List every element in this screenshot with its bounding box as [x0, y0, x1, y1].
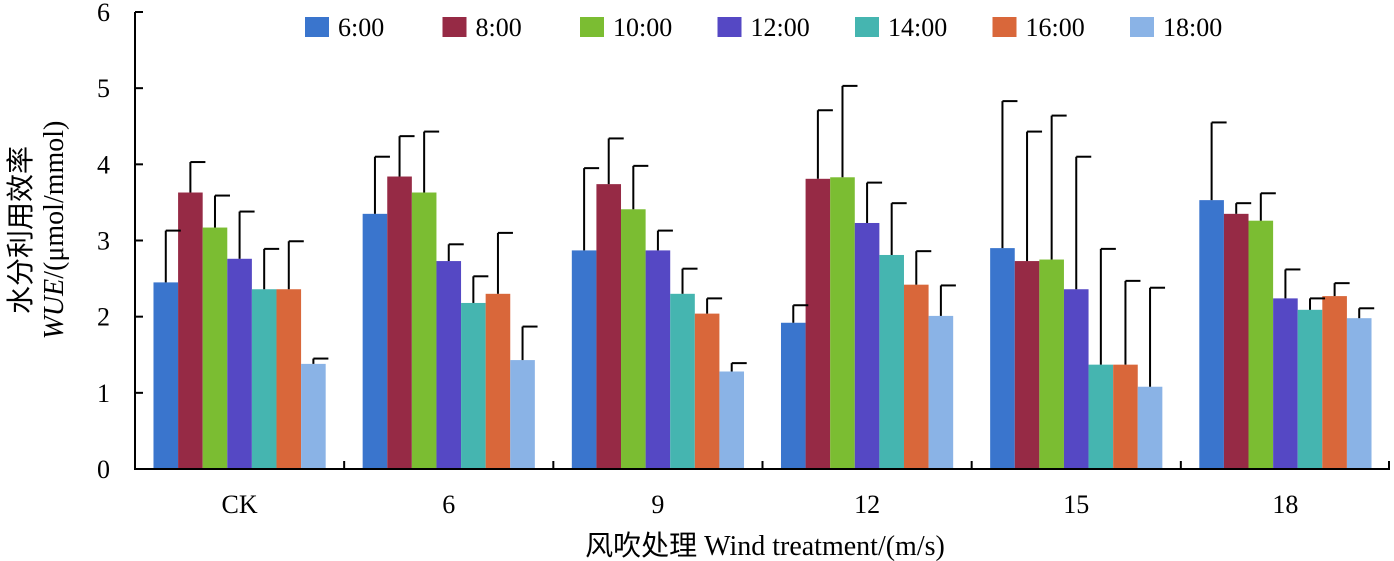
bar-18-18:00: [1346, 318, 1372, 469]
legend-label-10:00: 10:00: [613, 13, 672, 42]
legend-label-16:00: 16:00: [1026, 13, 1085, 42]
bar-9-8:00: [596, 184, 622, 470]
bar-CK-6:00: [153, 282, 179, 469]
x-tick-label-CK: CK: [222, 490, 258, 519]
legend-swatch-6:00: [305, 17, 329, 37]
y-axis-unit-label: /(μmol/mmol): [39, 121, 70, 279]
legend: 6:00 8:00 10:00 12:00 14:00 16:00 18:00: [305, 13, 1222, 42]
bar-CK-18:00: [301, 363, 326, 469]
bar-12-16:00: [903, 284, 929, 469]
y-tick-label-5: 5: [97, 74, 110, 103]
x-tick-label-12: 12: [854, 490, 880, 519]
y-ticks-layer: 0 1 2 3 4 5 6: [97, 0, 143, 484]
bar-9-14:00: [670, 293, 695, 469]
bar-6-8:00: [387, 176, 412, 469]
legend-label-12:00: 12:00: [751, 13, 810, 42]
bar-15-16:00: [1113, 364, 1138, 469]
bar-6-6:00: [362, 213, 388, 469]
y-axis-title: 水分利用效率: [5, 146, 37, 314]
bar-18-12:00: [1273, 298, 1298, 469]
y-tick-label-2: 2: [97, 303, 110, 332]
error-bars-layer: [164, 84, 1375, 387]
legend-swatch-18:00: [1130, 17, 1154, 37]
bar-12-6:00: [780, 322, 806, 469]
y-tick-label-4: 4: [97, 150, 110, 179]
bar-9-6:00: [571, 250, 597, 469]
y-tick-label-0: 0: [97, 455, 110, 484]
bar-12-18:00: [928, 315, 954, 469]
y-axis-unit-text: WUE/(μmol/mmol): [39, 121, 70, 340]
bar-9-12:00: [645, 250, 671, 469]
legend-swatch-8:00: [442, 17, 467, 37]
y-tick-label-3: 3: [97, 227, 110, 256]
bar-6-16:00: [485, 293, 511, 469]
legend-label-8:00: 8:00: [476, 13, 522, 42]
bar-15-14:00: [1088, 364, 1114, 469]
bar-CK-14:00: [251, 289, 277, 469]
bar-6-18:00: [510, 360, 535, 469]
bar-18-8:00: [1223, 213, 1249, 469]
bar-18-16:00: [1322, 296, 1347, 469]
x-tick-label-15: 15: [1063, 490, 1089, 519]
legend-swatch-14:00: [855, 17, 879, 37]
bar-9-10:00: [621, 209, 646, 469]
x-ticks-layer: CK 6 9 12 15 18: [222, 461, 1390, 519]
x-tick-label-6: 6: [442, 490, 455, 519]
y-tick-label-6: 6: [97, 0, 110, 27]
bar-15-12:00: [1063, 289, 1089, 469]
bar-CK-16:00: [276, 289, 302, 469]
bar-12-10:00: [830, 177, 855, 469]
bar-CK-12:00: [227, 258, 252, 469]
legend-swatch-10:00: [580, 17, 604, 37]
bar-18-6:00: [1199, 200, 1224, 470]
x-tick-label-18: 18: [1272, 490, 1298, 519]
bar-12-12:00: [854, 222, 880, 469]
bar-15-10:00: [1039, 259, 1064, 469]
x-tick-label-9: 9: [651, 490, 664, 519]
bar-CK-8:00: [178, 192, 203, 469]
legend-label-18:00: 18:00: [1163, 13, 1222, 42]
y-axis-title-cn: 水分利用效率: [5, 146, 37, 314]
legend-label-6:00: 6:00: [338, 13, 384, 42]
bar-6-14:00: [461, 302, 486, 469]
y-tick-label-1: 1: [97, 379, 110, 408]
bar-12-14:00: [879, 254, 904, 469]
legend-label-14:00: 14:00: [888, 13, 947, 42]
bar-CK-10:00: [202, 227, 228, 469]
bar-12-8:00: [805, 178, 831, 469]
x-axis-title: 风吹处理 Wind treatment/(m/s): [585, 530, 945, 561]
bars-layer: [153, 176, 1372, 470]
bar-9-18:00: [719, 371, 745, 469]
bar-15-18:00: [1137, 386, 1163, 469]
bar-6-10:00: [411, 192, 437, 469]
bar-18-14:00: [1297, 309, 1323, 469]
y-axis-symbol: WUE: [39, 279, 70, 340]
bar-18-10:00: [1248, 220, 1274, 469]
legend-swatch-16:00: [992, 17, 1017, 37]
legend-swatch-12:00: [717, 17, 742, 37]
bar-9-16:00: [694, 313, 720, 469]
bar-15-8:00: [1014, 261, 1040, 469]
bar-15-6:00: [990, 248, 1015, 469]
bar-6-12:00: [436, 261, 462, 469]
y-axis-unit: WUE/(μmol/mmol): [39, 121, 70, 340]
